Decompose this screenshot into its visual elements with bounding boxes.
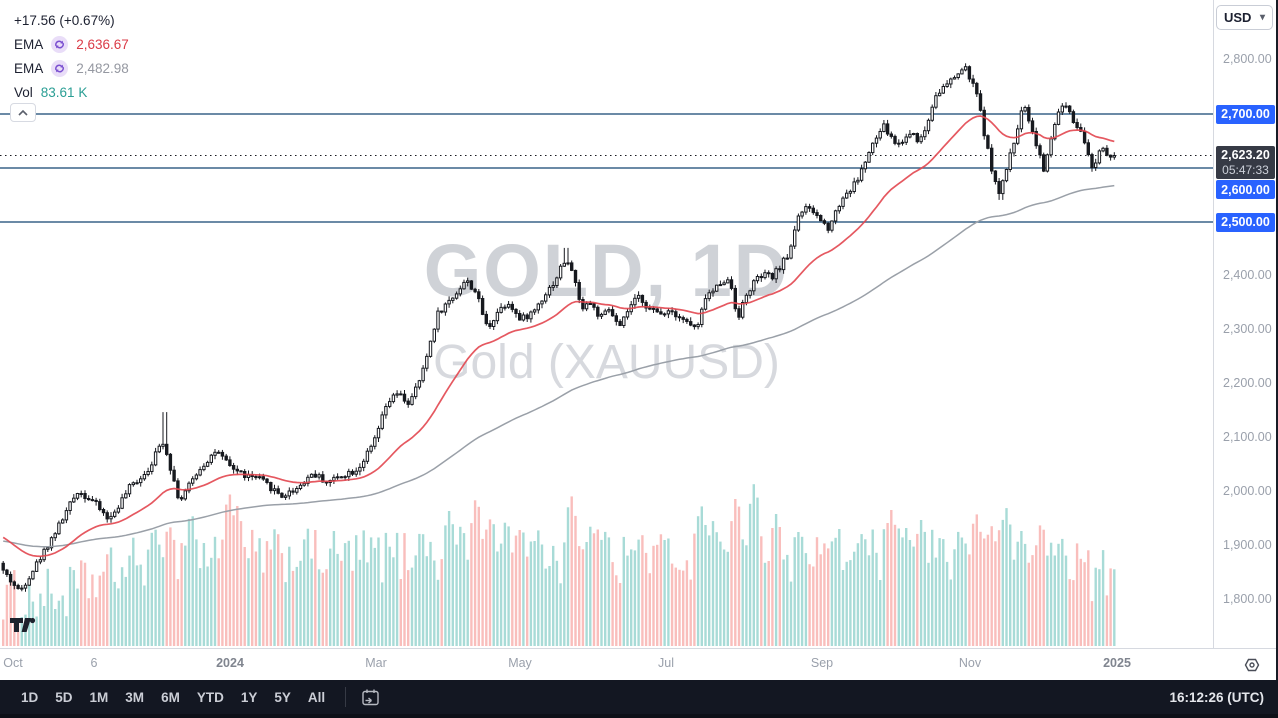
toolbar-divider <box>345 687 347 707</box>
time-axis-label: 2025 <box>1103 656 1131 670</box>
price-tick-label: 1,900.00 <box>1223 538 1272 552</box>
chevron-up-icon <box>18 109 28 116</box>
ema-slow-value: 2,482.98 <box>76 60 129 76</box>
ema-fast-line <box>2 115 1115 558</box>
indicator-row-ema-fast[interactable]: EMA 2,636.67 <box>14 32 129 56</box>
ema-fast-value: 2,636.67 <box>76 36 129 52</box>
price-tick-label: 2,800.00 <box>1223 52 1272 66</box>
time-axis-label: Nov <box>958 656 982 670</box>
price-axis[interactable]: USD ▾ 2,800.00 2,400.00 2,300.00 2,200.00 2,… <box>1213 0 1278 648</box>
time-axis-label: 6 <box>90 656 98 670</box>
bar-countdown: 05:47:33 <box>1222 163 1269 178</box>
price-change-row: +17.56 (+0.67%) <box>14 8 129 32</box>
price-tick-label: 2,400.00 <box>1223 268 1272 282</box>
volume-value: 83.61 K <box>40 84 88 100</box>
range-button-5d[interactable]: 5D <box>48 686 79 709</box>
range-button-1y[interactable]: 1Y <box>234 686 265 709</box>
price-chart[interactable] <box>0 0 1213 648</box>
currency-dropdown[interactable]: USD ▾ <box>1216 5 1273 30</box>
time-axis-label: May <box>508 656 532 670</box>
time-axis[interactable]: Oct 6 2024 Mar May Jul Sep Nov 2025 <box>0 648 1278 680</box>
range-button-all[interactable]: All <box>301 686 332 709</box>
window-edge <box>1276 0 1278 680</box>
utc-clock[interactable]: 16:12:26 (UTC) <box>1169 689 1264 705</box>
indicator-row-volume[interactable]: Vol 83.61 K <box>14 80 129 104</box>
current-price-badge: 2,623.20 05:47:33 <box>1216 146 1275 180</box>
range-button-5y[interactable]: 5Y <box>267 686 298 709</box>
time-axis-label: Jul <box>658 656 674 670</box>
time-axis-label: Mar <box>365 656 387 670</box>
price-tick-label: 1,800.00 <box>1223 592 1272 606</box>
ema-fast-label: EMA <box>14 36 44 52</box>
range-button-ytd[interactable]: YTD <box>190 686 231 709</box>
current-price-value: 2,623.20 <box>1221 148 1270 163</box>
price-tick-label: 2,300.00 <box>1223 322 1272 336</box>
time-axis-label: Sep <box>810 656 834 670</box>
bottom-toolbar: 1D 5D 1M 3M 6M YTD 1Y 5Y All 16:12:26 (UTC) <box>0 680 1278 718</box>
price-change-text: +17.56 (+0.67%) <box>14 12 115 28</box>
volume-label: Vol <box>14 84 33 100</box>
range-button-6m[interactable]: 6M <box>154 686 187 709</box>
sync-arrows-icon[interactable] <box>51 35 69 53</box>
range-button-1m[interactable]: 1M <box>83 686 116 709</box>
volume-bars <box>2 484 1116 646</box>
range-button-group: 1D 5D 1M 3M 6M YTD 1Y 5Y All <box>14 686 335 709</box>
scale-settings-icon[interactable] <box>1243 656 1261 674</box>
time-axis-label: 2024 <box>216 656 244 670</box>
time-axis-label: Oct <box>3 656 23 670</box>
price-tick-label: 2,200.00 <box>1223 376 1272 390</box>
ema-slow-line <box>3 184 1115 548</box>
chart-pane[interactable]: GOLD, 1D Gold (XAUUSD) +17.56 (+0.67%) E… <box>0 0 1213 648</box>
price-tick-label: 2,000.00 <box>1223 484 1272 498</box>
legend: +17.56 (+0.67%) EMA 2,636.67 EMA 2,482.9… <box>14 8 129 104</box>
sync-arrows-icon[interactable] <box>51 59 69 77</box>
ema-slow-label: EMA <box>14 60 44 76</box>
go-to-date-button[interactable] <box>356 685 385 710</box>
collapse-legend-button[interactable] <box>10 103 36 122</box>
chevron-down-icon: ▾ <box>1259 12 1265 23</box>
calendar-icon <box>362 689 379 705</box>
price-level-badge: 2,500.00 <box>1216 212 1275 232</box>
tradingview-logo[interactable] <box>8 613 44 637</box>
range-button-1d[interactable]: 1D <box>14 686 45 709</box>
price-level-badge: 2,700.00 <box>1216 104 1275 124</box>
currency-value: USD <box>1224 10 1252 25</box>
price-level-badge: 2,600.00 <box>1216 180 1275 200</box>
price-tick-label: 2,100.00 <box>1223 430 1272 444</box>
indicator-row-ema-slow[interactable]: EMA 2,482.98 <box>14 56 129 80</box>
range-button-3m[interactable]: 3M <box>118 686 151 709</box>
